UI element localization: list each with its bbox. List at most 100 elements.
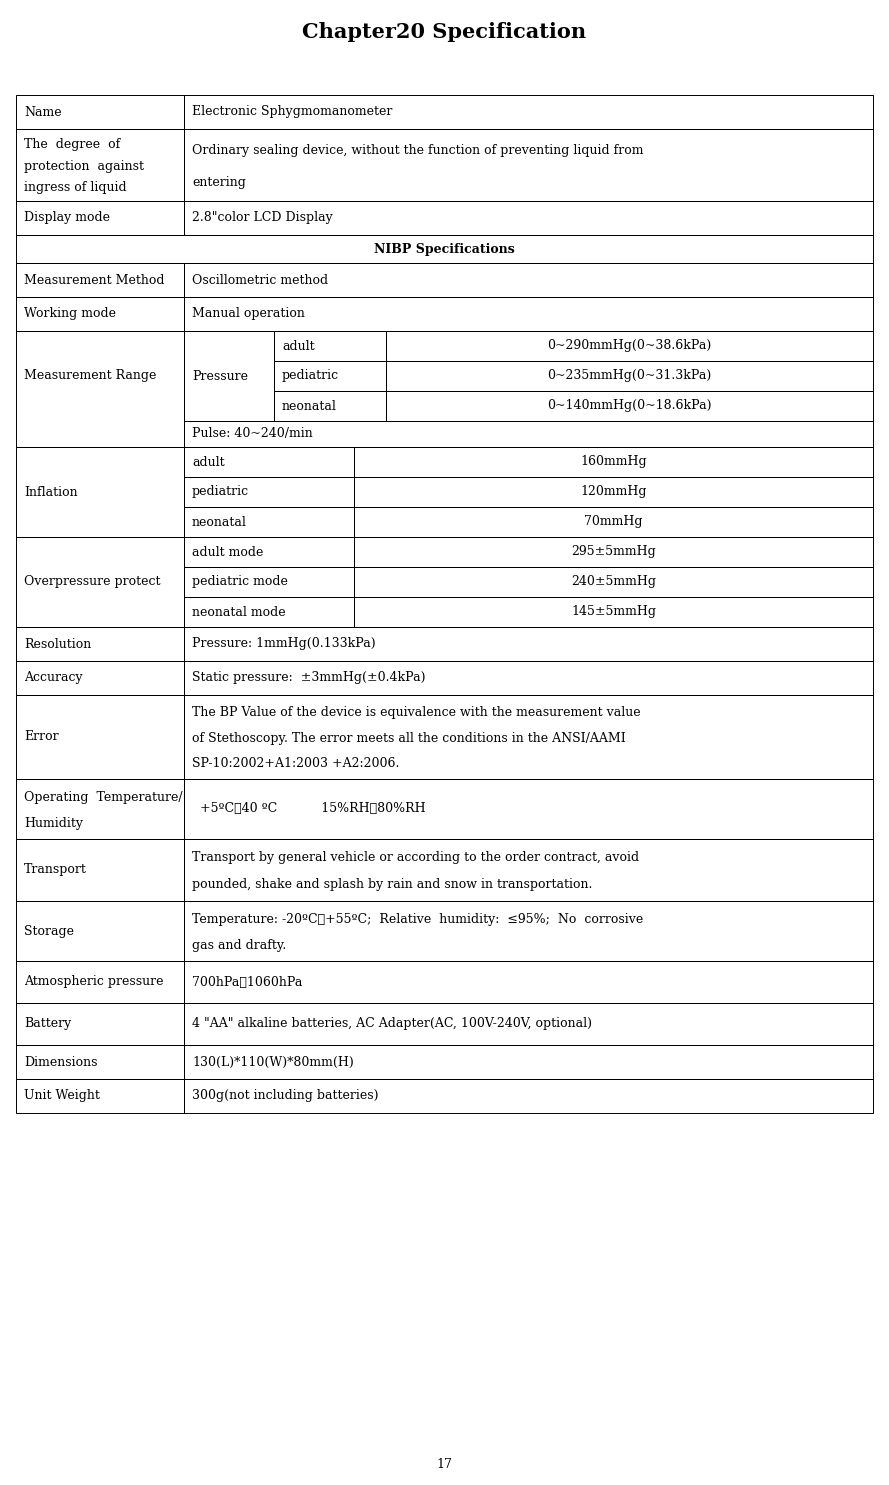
Bar (184, 331, 274, 422)
Text: 120mmHg: 120mmHg (581, 486, 647, 499)
Bar (184, 263, 873, 297)
Bar (16, 839, 184, 901)
Text: adult mode: adult mode (192, 545, 263, 558)
Bar (354, 447, 873, 477)
Text: of Stethoscopy. The error meets all the conditions in the ANSI/AAMI: of Stethoscopy. The error meets all the … (192, 732, 626, 745)
Text: 300g(not including batteries): 300g(not including batteries) (192, 1090, 379, 1102)
Bar (184, 1045, 873, 1080)
Text: protection  against: protection against (24, 159, 144, 172)
Bar (16, 263, 184, 297)
Text: Resolution: Resolution (24, 637, 92, 650)
Bar (354, 567, 873, 597)
Text: neonatal mode: neonatal mode (192, 606, 285, 618)
Text: Error: Error (24, 731, 59, 744)
Bar (184, 901, 873, 961)
Text: Working mode: Working mode (24, 307, 116, 321)
Text: Pressure: Pressure (192, 370, 248, 383)
Bar (184, 627, 873, 661)
Bar (16, 1002, 184, 1045)
Text: Temperature: -20ºC～+55ºC;  Relative  humidity:  ≤95%;  No  corrosive: Temperature: -20ºC～+55ºC; Relative humid… (192, 913, 644, 925)
Text: Accuracy: Accuracy (24, 671, 83, 685)
Text: neonatal: neonatal (192, 515, 247, 529)
Text: NIBP Specifications: NIBP Specifications (374, 242, 515, 255)
Bar (16, 661, 184, 695)
Text: Ordinary sealing device, without the function of preventing liquid from: Ordinary sealing device, without the fun… (192, 144, 644, 157)
Bar (184, 1080, 873, 1112)
Bar (16, 1045, 184, 1080)
Text: +5ºC～40 ºC           15%RH～80%RH: +5ºC～40 ºC 15%RH～80%RH (192, 802, 426, 815)
Bar (16, 695, 184, 780)
Text: 0~290mmHg(0~38.6kPa): 0~290mmHg(0~38.6kPa) (548, 340, 711, 352)
Bar (16, 627, 184, 661)
Bar (386, 391, 873, 422)
Text: Chapter20 Specification: Chapter20 Specification (302, 22, 587, 42)
Text: Pressure: 1mmHg(0.133kPa): Pressure: 1mmHg(0.133kPa) (192, 637, 376, 650)
Bar (184, 567, 354, 597)
Text: 130(L)*110(W)*80mm(H): 130(L)*110(W)*80mm(H) (192, 1056, 354, 1069)
Text: gas and drafty.: gas and drafty. (192, 939, 286, 952)
Bar (274, 391, 386, 422)
Text: Static pressure:  ±3mmHg(±0.4kPa): Static pressure: ±3mmHg(±0.4kPa) (192, 671, 426, 685)
Text: Pulse: 40~240/min: Pulse: 40~240/min (192, 428, 313, 441)
Text: 145±5mmHg: 145±5mmHg (571, 606, 656, 618)
Text: The BP Value of the device is equivalence with the measurement value: The BP Value of the device is equivalenc… (192, 707, 641, 719)
Bar (16, 447, 184, 538)
Text: Oscillometric method: Oscillometric method (192, 273, 328, 287)
Bar (184, 597, 354, 627)
Text: Humidity: Humidity (24, 817, 83, 830)
Text: Measurement Range: Measurement Range (24, 370, 156, 383)
Text: The  degree  of: The degree of (24, 138, 120, 151)
Text: pediatric: pediatric (192, 486, 249, 499)
Text: Dimensions: Dimensions (24, 1056, 98, 1069)
Bar (16, 901, 184, 961)
Bar (184, 129, 873, 200)
Text: Transport: Transport (24, 863, 87, 876)
Text: 2.8"color LCD Display: 2.8"color LCD Display (192, 211, 332, 224)
Bar (274, 361, 386, 391)
Bar (354, 597, 873, 627)
Bar (16, 538, 184, 627)
Text: 4 "AA" alkaline batteries, AC Adapter(AC, 100V-240V, optional): 4 "AA" alkaline batteries, AC Adapter(AC… (192, 1017, 592, 1031)
Text: pediatric mode: pediatric mode (192, 576, 288, 588)
Text: Electronic Sphygmomanometer: Electronic Sphygmomanometer (192, 105, 392, 119)
Text: neonatal: neonatal (282, 399, 337, 413)
Bar (184, 422, 873, 447)
Bar (16, 235, 873, 263)
Bar (386, 331, 873, 361)
Text: Storage: Storage (24, 925, 74, 937)
Bar (16, 95, 184, 129)
Text: ingress of liquid: ingress of liquid (24, 181, 126, 195)
Text: Inflation: Inflation (24, 486, 77, 499)
Bar (184, 447, 354, 477)
Bar (354, 477, 873, 506)
Bar (184, 961, 873, 1002)
Text: 17: 17 (436, 1458, 453, 1472)
Text: adult: adult (192, 456, 225, 468)
Text: 0~235mmHg(0~31.3kPa): 0~235mmHg(0~31.3kPa) (548, 370, 711, 383)
Text: Transport by general vehicle or according to the order contract, avoid: Transport by general vehicle or accordin… (192, 851, 639, 864)
Text: 0~140mmHg(0~18.6kPa): 0~140mmHg(0~18.6kPa) (548, 399, 712, 413)
Text: 240±5mmHg: 240±5mmHg (571, 576, 656, 588)
Text: 160mmHg: 160mmHg (581, 456, 647, 468)
Bar (16, 1080, 184, 1112)
Text: Manual operation: Manual operation (192, 307, 305, 321)
Text: adult: adult (282, 340, 315, 352)
Text: entering: entering (192, 175, 246, 189)
Bar (16, 961, 184, 1002)
Bar (184, 839, 873, 901)
Bar (184, 95, 873, 129)
Text: 700hPa～1060hPa: 700hPa～1060hPa (192, 976, 302, 989)
Bar (184, 200, 873, 235)
Bar (274, 331, 386, 361)
Text: 70mmHg: 70mmHg (584, 515, 643, 529)
Bar (16, 331, 184, 447)
Bar (184, 477, 354, 506)
Text: Overpressure protect: Overpressure protect (24, 576, 161, 588)
Text: pounded, shake and splash by rain and snow in transportation.: pounded, shake and splash by rain and sn… (192, 878, 592, 891)
Text: SP-10:2002+A1:2003 +A2:2006.: SP-10:2002+A1:2003 +A2:2006. (192, 757, 399, 771)
Text: 295±5mmHg: 295±5mmHg (571, 545, 656, 558)
Text: Battery: Battery (24, 1017, 71, 1031)
Bar (354, 506, 873, 538)
Bar (354, 538, 873, 567)
Bar (184, 780, 873, 839)
